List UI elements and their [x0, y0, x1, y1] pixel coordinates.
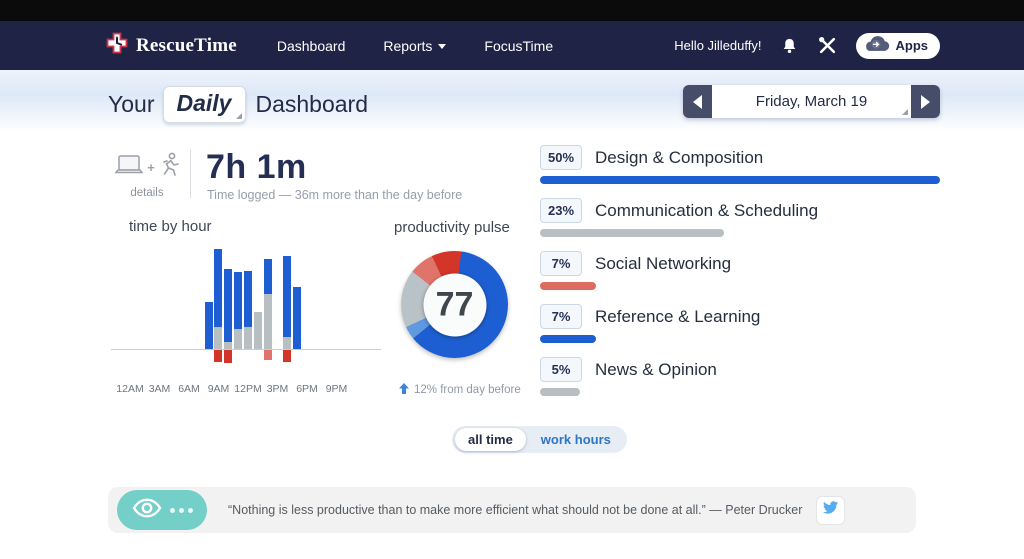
quote-bar: “Nothing is less productive than to make… [108, 487, 916, 533]
hour-bar[interactable] [224, 268, 233, 349]
twitter-bird-icon [823, 501, 839, 519]
productivity-pulse-donut[interactable]: 77 [401, 251, 508, 358]
arrow-up-icon [399, 383, 409, 397]
apps-button[interactable]: Apps [855, 32, 940, 59]
x-axis-tick: 12PM [234, 383, 262, 395]
arrow-left-icon [693, 94, 702, 109]
time-by-hour-chart[interactable]: 12AM 3AM 6AM 9AM 12PM 3PM 6PM 9PM [111, 240, 381, 400]
x-axis-tick: 12AM [116, 383, 144, 395]
time-logged-subtitle: Time logged — 36m more than the day befo… [207, 188, 463, 202]
category-bar [540, 282, 596, 290]
rescuetime-cross-clock-icon [106, 32, 128, 59]
hour-bar[interactable] [283, 255, 292, 349]
category-percent-badge: 23% [540, 198, 583, 223]
date-navigator: Friday, March 19 [683, 85, 940, 118]
hour-bar-distracting[interactable] [283, 350, 292, 362]
dropdown-corner-icon [236, 113, 243, 119]
user-greeting: Hello Jilleduffy! [674, 38, 762, 53]
category-percent-badge: 50% [540, 145, 583, 170]
title-suffix: Dashboard [255, 91, 368, 117]
top-navbar: RescueTime Dashboard Reports FocusTime H… [0, 21, 1024, 70]
x-axis-tick: 3AM [148, 383, 171, 395]
toggle-all-time[interactable]: all time [455, 428, 526, 451]
category-percent-badge: 7% [540, 251, 582, 276]
plus-icon: + [147, 160, 155, 175]
pulse-delta: 12% from day before [399, 383, 521, 397]
hour-bar-distracting[interactable] [263, 350, 272, 360]
tools-settings-icon[interactable] [818, 36, 838, 56]
x-axis-tick: 6AM [178, 383, 200, 395]
pulse-title: productivity pulse [394, 219, 510, 236]
page-title: Your Daily Dashboard [108, 86, 368, 123]
cloud-arrow-icon [862, 35, 890, 57]
nav-right-cluster: Hello Jilleduffy! [674, 32, 940, 59]
eye-icon [132, 498, 162, 523]
donut-center: 77 [423, 273, 486, 336]
category-label[interactable]: Social Networking [595, 253, 732, 273]
hour-bar[interactable] [263, 258, 272, 349]
category-row: 5% News & Opinion [540, 357, 940, 396]
apps-label: Apps [895, 38, 929, 53]
hour-bar[interactable] [214, 248, 223, 349]
top-letterbox-strip [0, 0, 1024, 21]
quote-eye-button[interactable] [117, 490, 207, 530]
category-list: 50% Design & Composition 23% Communicati… [540, 145, 940, 410]
category-label[interactable]: Design & Composition [595, 147, 764, 167]
running-person-icon [158, 152, 180, 183]
category-bar [540, 335, 596, 343]
category-bar [540, 176, 940, 184]
category-bar [540, 229, 724, 237]
arrow-right-icon [921, 94, 930, 109]
category-label[interactable]: Reference & Learning [595, 306, 761, 326]
category-label[interactable]: Communication & Scheduling [595, 200, 819, 220]
x-axis-line [111, 349, 381, 350]
details-label: details [130, 187, 164, 199]
category-row: 7% Social Networking [540, 251, 940, 290]
time-logged-value: 7h 1m [206, 148, 307, 186]
brand-name: RescueTime [136, 34, 237, 56]
nav-item-reports[interactable]: Reports [383, 38, 447, 54]
category-percent-badge: 7% [540, 304, 582, 329]
x-axis-tick: 6PM [296, 383, 318, 395]
divider [190, 150, 191, 198]
title-prefix: Your [108, 91, 155, 117]
chevron-down-icon [438, 44, 447, 49]
nav-item-dashboard[interactable]: Dashboard [276, 37, 346, 54]
category-row: 7% Reference & Learning [540, 304, 940, 343]
hour-bar[interactable] [243, 270, 252, 349]
hour-bar-distracting[interactable] [214, 350, 223, 362]
category-row: 50% Design & Composition [540, 145, 940, 184]
hour-bar[interactable] [253, 312, 262, 349]
nav-links: Dashboard Reports FocusTime [277, 38, 553, 54]
hour-bar[interactable] [234, 272, 243, 349]
ellipsis-dots-icon [169, 507, 193, 513]
category-percent-badge: 5% [540, 357, 582, 382]
period-dropdown[interactable]: Daily [163, 86, 247, 123]
hour-bar-distracting[interactable] [224, 350, 233, 364]
hour-bar[interactable] [204, 302, 213, 349]
quote-text: “Nothing is less productive than to make… [228, 503, 803, 517]
time-filter-toggle: all time work hours [452, 426, 627, 453]
category-row: 23% Communication & Scheduling [540, 198, 940, 237]
laptop-icon [114, 153, 144, 182]
date-picker[interactable]: Friday, March 19 [712, 85, 911, 118]
next-day-button[interactable] [911, 85, 940, 118]
x-axis-tick: 9PM [325, 383, 348, 395]
category-label[interactable]: News & Opinion [595, 359, 717, 379]
tweet-quote-button[interactable] [816, 495, 846, 525]
pulse-score: 77 [435, 285, 474, 323]
x-axis-tick: 9AM [207, 383, 230, 395]
details-link[interactable]: + details [114, 152, 180, 199]
hour-bar[interactable] [293, 287, 302, 349]
nav-item-focustime[interactable]: FocusTime [484, 37, 554, 54]
previous-day-button[interactable] [683, 85, 712, 118]
category-bar [540, 388, 580, 396]
hour-chart-title: time by hour [129, 218, 212, 235]
dropdown-corner-icon [902, 109, 908, 115]
toggle-work-hours[interactable]: work hours [540, 432, 611, 447]
rescuetime-logo[interactable]: RescueTime [106, 32, 237, 59]
notifications-bell-icon[interactable] [780, 36, 800, 56]
x-axis-tick: 3PM [266, 383, 289, 395]
